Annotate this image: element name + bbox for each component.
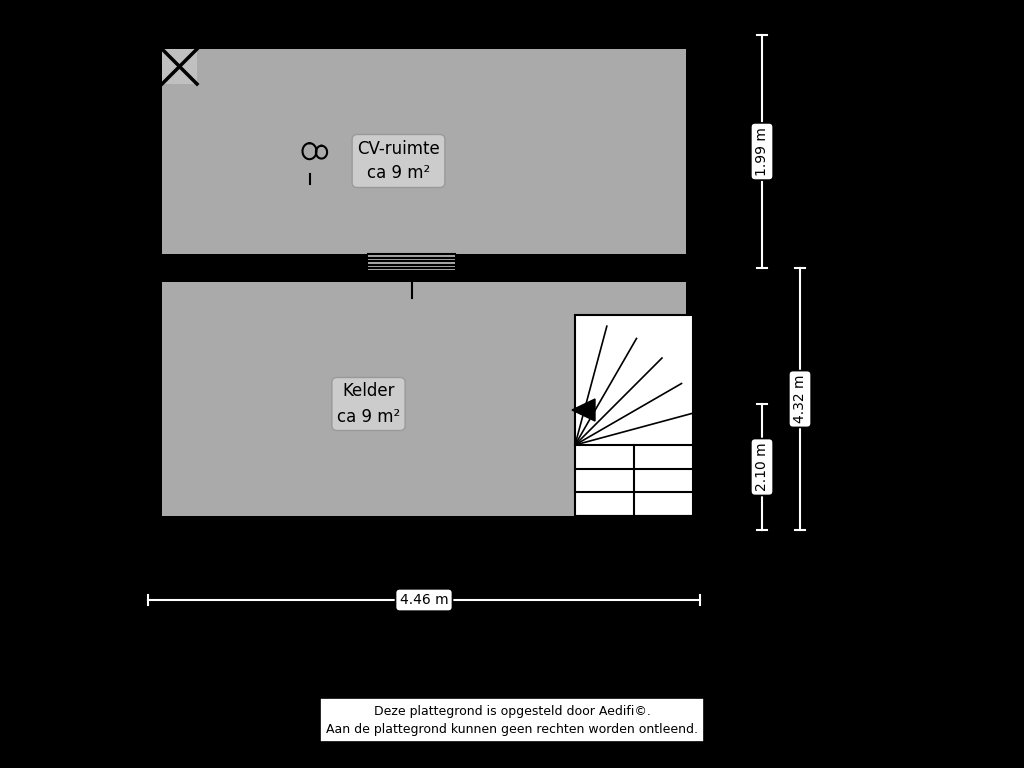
Bar xyxy=(148,35,700,268)
Bar xyxy=(162,49,686,254)
Text: Kelder
ca 9 m²: Kelder ca 9 m² xyxy=(337,382,400,425)
Bar xyxy=(148,268,700,530)
Text: 2.10 m: 2.10 m xyxy=(755,442,769,492)
Bar xyxy=(162,282,686,516)
Polygon shape xyxy=(572,399,595,421)
Bar xyxy=(162,49,197,84)
Text: CV-ruimte
ca 9 m²: CV-ruimte ca 9 m² xyxy=(357,140,440,183)
Bar xyxy=(368,252,455,270)
Text: Deze plattegrond is opgesteld door Aedifi©.
Aan de plattegrond kunnen geen recht: Deze plattegrond is opgesteld door Aedif… xyxy=(326,704,698,736)
Text: 4.46 m: 4.46 m xyxy=(399,593,449,607)
Bar xyxy=(575,315,693,516)
Text: 4.32 m: 4.32 m xyxy=(793,375,807,423)
Text: 1.99 m: 1.99 m xyxy=(755,127,769,176)
